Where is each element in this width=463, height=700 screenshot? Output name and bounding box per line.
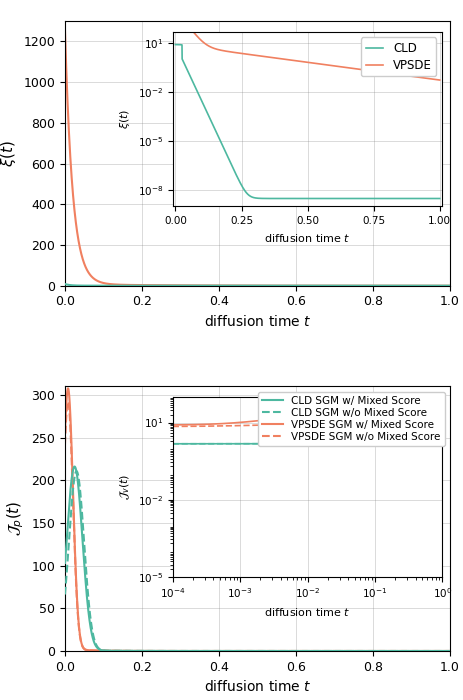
CLD SGM w/ Mixed Score — [209, 647, 214, 655]
VPSDE SGM w/o Mixed Score — [132, 647, 138, 655]
VPSDE SGM w/o Mixed Score — [312, 647, 318, 655]
VPSDE SGM w/ Mixed Score — [62, 429, 68, 438]
VPSDE SGM w/ Mixed Score — [446, 647, 452, 655]
VPSDE SGM w/ Mixed Score — [293, 647, 298, 655]
CLD SGM w/ Mixed Score — [293, 647, 298, 655]
VPSDE SGM w/o Mixed Score — [446, 647, 452, 655]
VPSDE SGM w/ Mixed Score — [349, 647, 354, 655]
Legend: CLD SGM w/ Mixed Score, CLD SGM w/o Mixed Score, VPSDE SGM w/ Mixed Score, VPSDE: CLD SGM w/ Mixed Score, CLD SGM w/o Mixe… — [257, 391, 444, 446]
CLD SGM w/ Mixed Score — [378, 647, 384, 655]
VPSDE SGM w/o Mixed Score — [378, 647, 384, 655]
CLD SGM w/o Mixed Score — [74, 467, 79, 475]
VPSDE SGM w/ Mixed Score — [378, 647, 384, 655]
CLD SGM w/ Mixed Score — [132, 647, 138, 655]
VPSDE SGM w/ Mixed Score — [209, 647, 214, 655]
Line: VPSDE SGM w/ Mixed Score: VPSDE SGM w/ Mixed Score — [65, 389, 449, 651]
CLD SGM w/o Mixed Score — [62, 590, 68, 598]
VPSDE SGM w/ Mixed Score — [65, 384, 71, 393]
CLD SGM w/ Mixed Score — [446, 647, 452, 655]
VPSDE SGM w/o Mixed Score — [349, 647, 354, 655]
CLD SGM w/o Mixed Score — [293, 647, 298, 655]
VPSDE SGM w/ Mixed Score — [132, 647, 138, 655]
CLD SGM w/o Mixed Score — [209, 647, 214, 655]
Line: CLD SGM w/ Mixed Score: CLD SGM w/ Mixed Score — [65, 466, 449, 651]
CLD SGM w/ Mixed Score — [62, 559, 68, 567]
CLD SGM w/ Mixed Score — [72, 462, 77, 470]
VPSDE SGM w/o Mixed Score — [293, 647, 298, 655]
CLD SGM w/o Mixed Score — [132, 647, 138, 655]
VPSDE SGM w/ Mixed Score — [312, 647, 318, 655]
Y-axis label: $\xi(t)$: $\xi(t)$ — [0, 140, 18, 167]
X-axis label: diffusion time $t$: diffusion time $t$ — [203, 314, 311, 329]
X-axis label: diffusion time $t$: diffusion time $t$ — [203, 679, 311, 694]
CLD SGM w/ Mixed Score — [312, 647, 318, 655]
Line: VPSDE SGM w/o Mixed Score: VPSDE SGM w/o Mixed Score — [65, 402, 449, 651]
CLD SGM w/o Mixed Score — [312, 647, 318, 655]
VPSDE SGM w/o Mixed Score — [65, 398, 71, 406]
CLD SGM w/o Mixed Score — [349, 647, 354, 655]
Line: CLD SGM w/o Mixed Score: CLD SGM w/o Mixed Score — [65, 471, 449, 651]
CLD SGM w/o Mixed Score — [378, 647, 384, 655]
VPSDE SGM w/o Mixed Score — [62, 440, 68, 449]
VPSDE SGM w/o Mixed Score — [209, 647, 214, 655]
Y-axis label: $\mathcal{J}_p(t)$: $\mathcal{J}_p(t)$ — [5, 501, 26, 536]
CLD SGM w/ Mixed Score — [349, 647, 354, 655]
CLD SGM w/o Mixed Score — [446, 647, 452, 655]
